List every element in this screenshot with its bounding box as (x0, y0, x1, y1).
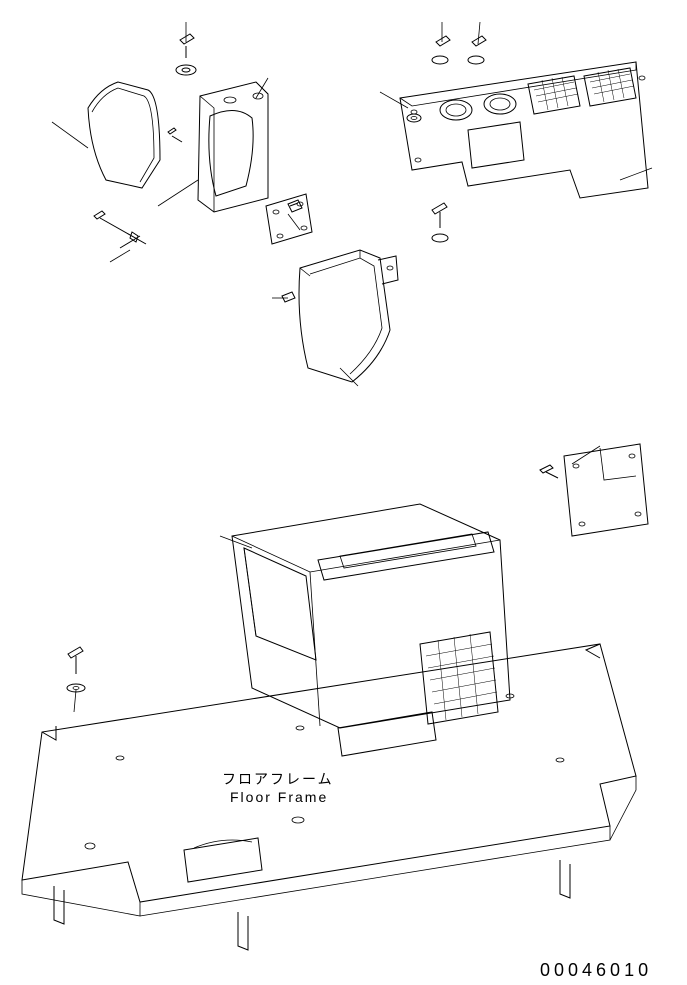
bolt-washer-top-right-2 (468, 36, 486, 64)
floor-frame-label-jp: フロアフレーム (222, 771, 334, 787)
flat-plate-right (564, 444, 648, 536)
floor-bolt-washer (67, 647, 85, 692)
bolt-washer-top-right-1 (432, 36, 450, 64)
square-plate (266, 194, 312, 244)
center-bolt-washer (432, 203, 448, 242)
plate-bolt (540, 465, 558, 478)
floor-frame-label-en: Floor Frame (230, 789, 328, 805)
clip-center (282, 292, 295, 302)
callout-leaders (52, 22, 652, 712)
washer-vented-left (407, 114, 421, 122)
floor-frame-assembly (22, 504, 636, 950)
bracket-left-upper (198, 82, 268, 212)
bolt-near-curved-cover (168, 128, 182, 142)
center-duct-cover (299, 250, 398, 382)
part-number: 00046010 (540, 960, 652, 980)
curved-cover-part (88, 82, 160, 188)
long-bolt-left (94, 211, 146, 244)
vented-panel (400, 62, 648, 198)
